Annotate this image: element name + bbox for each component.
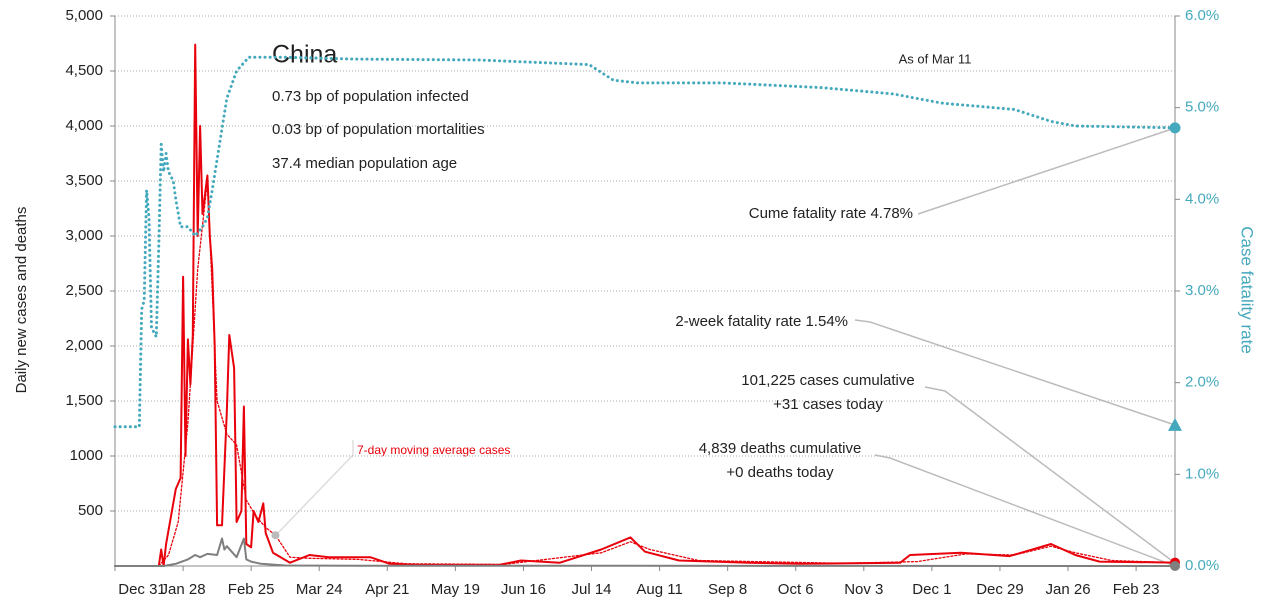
x-tick-label: Mar 24 <box>296 581 343 598</box>
y-axis-label: Daily new cases and deaths <box>13 207 30 394</box>
leader-line <box>275 440 354 536</box>
y-tick-label: 3,000 <box>65 227 103 244</box>
y2-tick-label: 3.0% <box>1185 282 1219 299</box>
y2-tick-label: 2.0% <box>1185 374 1219 391</box>
x-tick-label: Aug 11 <box>636 581 682 598</box>
y-tick-label: 2,500 <box>65 282 103 299</box>
y2-tick-label: 4.0% <box>1185 190 1219 207</box>
annotation: 4,839 deaths cumulative <box>699 440 862 457</box>
y2-axis-label: Case fatality rate <box>1238 226 1257 354</box>
leader-line <box>854 319 1176 426</box>
annotation: As of Mar 11 <box>899 51 972 66</box>
annotation: +0 deaths today <box>726 464 834 481</box>
x-tick-label: Dec 31 <box>118 581 166 598</box>
x-tick-label: Dec 1 <box>912 581 951 598</box>
y2-tick-label: 5.0% <box>1185 99 1219 116</box>
x-tick-label: Oct 6 <box>778 581 814 598</box>
y-tick-label: 4,000 <box>65 117 103 134</box>
annotation: 2-week fatality rate 1.54% <box>675 313 848 330</box>
chart-title: China <box>272 41 337 69</box>
y2-tick-label: 1.0% <box>1185 465 1219 482</box>
y-tick-label: 4,500 <box>65 62 103 79</box>
x-tick-label: Sep 8 <box>708 581 747 598</box>
label-point <box>271 531 280 540</box>
y2-tick-label: 0.0% <box>1185 557 1219 574</box>
series-label: 7-day moving average cases <box>357 443 510 457</box>
series-line <box>113 55 1177 429</box>
x-tick-label: Jan 26 <box>1046 581 1091 598</box>
y-tick-label: 1000 <box>70 447 103 464</box>
y-tick-label: 3,500 <box>65 172 103 189</box>
leader-line <box>924 386 1176 564</box>
annotation: 101,225 cases cumulative <box>741 372 914 389</box>
x-tick-label: Nov 3 <box>844 581 883 598</box>
annotation: +31 cases today <box>773 396 883 413</box>
end-point <box>1169 122 1181 134</box>
y-tick-label: 2,000 <box>65 337 103 354</box>
x-tick-label: Jan 28 <box>161 581 206 598</box>
y-tick-label: 5,000 <box>65 7 103 24</box>
series-line <box>114 537 1176 567</box>
y-tick-label: 1,500 <box>65 392 103 409</box>
series-line <box>114 43 1176 567</box>
x-tick-label: Dec 29 <box>976 581 1024 598</box>
x-tick-label: Jul 14 <box>571 581 611 598</box>
subtitle: 37.4 median population age <box>272 155 457 172</box>
series-line <box>114 180 1176 567</box>
y2-tick-label: 6.0% <box>1185 7 1219 24</box>
x-tick-label: Feb 25 <box>228 581 275 598</box>
subtitle: 0.03 bp of population mortalities <box>272 121 485 138</box>
leader-lines <box>275 127 1176 567</box>
x-tick-label: May 19 <box>431 581 480 598</box>
leader-line <box>917 127 1176 215</box>
x-tick-label: Jun 16 <box>501 581 546 598</box>
two-week-marker <box>1168 417 1182 431</box>
annotation: Cume fatality rate 4.78% <box>749 205 913 222</box>
y-tick-label: 500 <box>78 502 103 519</box>
x-tick-label: Apr 21 <box>365 581 409 598</box>
subtitle: 0.73 bp of population infected <box>272 88 469 105</box>
x-tick-label: Feb 23 <box>1113 581 1160 598</box>
end-point <box>1170 561 1180 571</box>
